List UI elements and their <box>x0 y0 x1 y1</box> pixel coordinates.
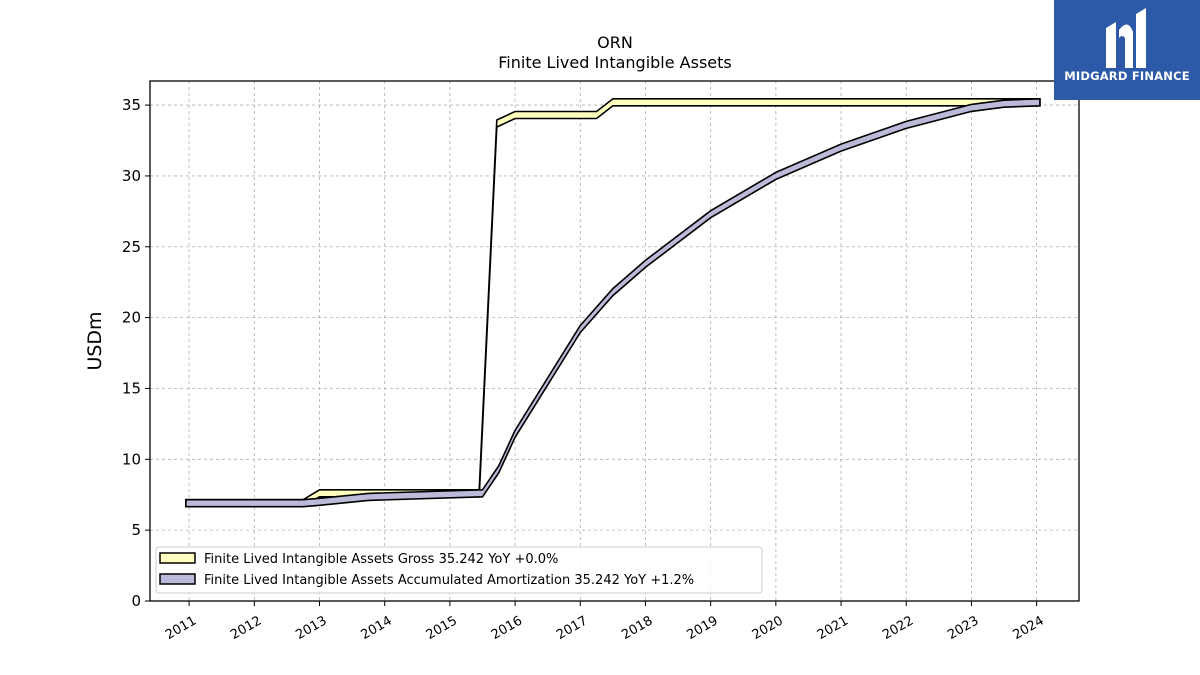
legend: Finite Lived Intangible Assets Gross 35.… <box>155 546 763 594</box>
x-tick-label: 2014 <box>359 613 395 643</box>
legend-label-amortization: Finite Lived Intangible Assets Accumulat… <box>204 573 694 588</box>
midgard-logo-icon <box>1106 8 1146 68</box>
grid <box>150 81 1079 602</box>
y-tick-label: 5 <box>131 521 141 539</box>
x-tick-label: 2024 <box>1010 613 1046 643</box>
series-band-1 <box>185 97 1041 508</box>
x-tick-label: 2021 <box>815 613 851 643</box>
y-tick-label: 25 <box>122 238 141 256</box>
x-tick-label: 2019 <box>684 613 720 643</box>
legend-label-gross: Finite Lived Intangible Assets Gross 35.… <box>204 552 558 567</box>
logo-text: MIDGARD FINANCE <box>1064 69 1190 83</box>
x-tick-label: 2015 <box>424 613 460 643</box>
y-tick-label: 0 <box>131 592 141 610</box>
legend-swatch-amortization <box>159 573 196 585</box>
x-tick-label: 2016 <box>489 613 525 643</box>
x-tick-label: 2022 <box>880 613 916 643</box>
chart-title: ORN <box>597 33 633 52</box>
x-tick-label: 2013 <box>293 613 329 643</box>
x-tick-label: 2012 <box>228 613 264 643</box>
series-band-0 <box>185 98 1041 508</box>
x-tick-label: 2020 <box>750 613 786 643</box>
x-tick-label: 2018 <box>619 613 655 643</box>
legend-swatch-gross <box>159 552 196 564</box>
y-tick-label: 35 <box>122 96 141 114</box>
plot-frame <box>149 80 1080 602</box>
y-tick-label: 10 <box>122 450 141 468</box>
x-tick-label: 2011 <box>163 613 199 643</box>
chart-subtitle: Finite Lived Intangible Assets <box>498 53 731 72</box>
y-tick-label: 20 <box>122 309 141 327</box>
legend-box <box>155 546 763 594</box>
x-tick-label: 2017 <box>554 613 590 643</box>
midgard-finance-logo: MIDGARD FINANCE <box>1054 0 1200 100</box>
y-tick-label: 30 <box>122 167 141 185</box>
y-axis-label: USDm <box>84 311 106 370</box>
series-layer <box>185 97 1041 508</box>
y-tick-label: 15 <box>122 379 141 397</box>
x-tick-label: 2023 <box>945 613 981 643</box>
